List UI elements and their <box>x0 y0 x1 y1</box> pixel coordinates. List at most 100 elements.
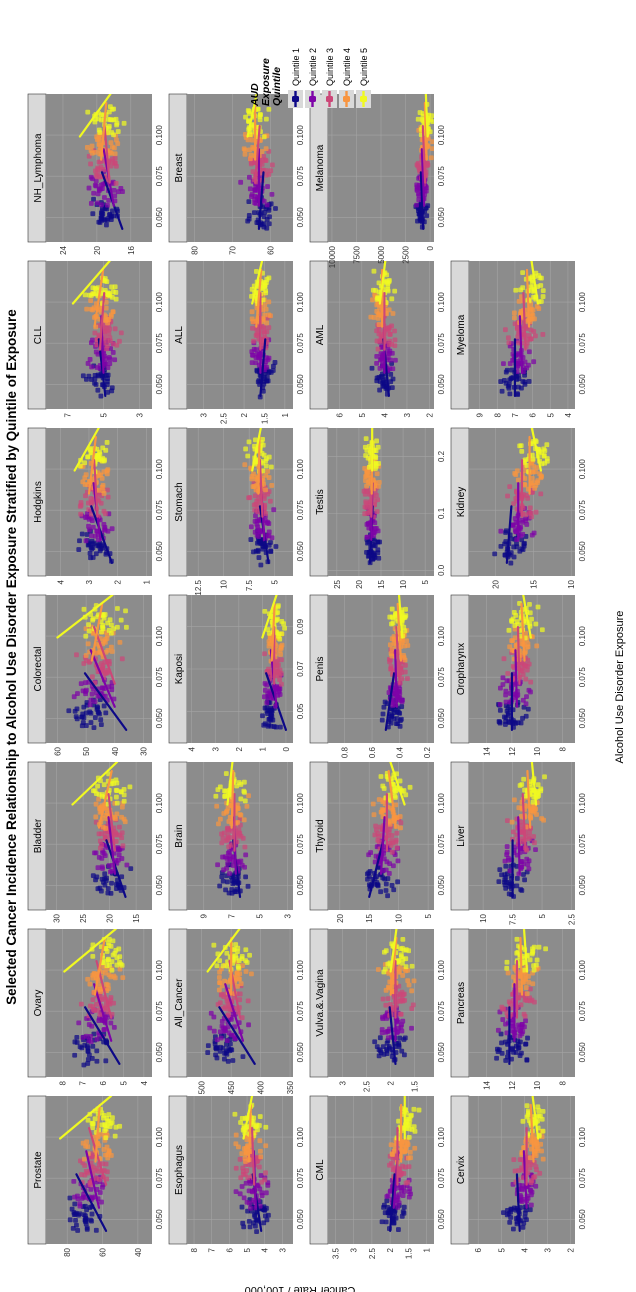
data-point <box>374 378 380 384</box>
point-layer <box>59 1096 123 1233</box>
x-tick-label: 0.075 <box>296 1001 305 1022</box>
data-point <box>92 380 97 386</box>
y-tick-label: 30 <box>53 913 62 922</box>
data-point <box>242 1155 248 1161</box>
data-point <box>279 657 284 663</box>
trend-line <box>226 762 234 806</box>
y-tick-label: 0.6 <box>368 746 377 758</box>
data-point <box>275 610 281 615</box>
data-point <box>84 306 90 312</box>
facet-title: Kaposi <box>174 654 185 685</box>
data-point <box>251 338 256 344</box>
data-point <box>519 829 524 835</box>
trend-line <box>388 1006 397 1065</box>
trend-line <box>522 1150 528 1209</box>
data-point <box>248 537 254 542</box>
data-point <box>264 374 270 380</box>
trend-line <box>63 929 117 973</box>
facet-title: Stomach <box>174 482 185 521</box>
data-point <box>272 360 278 365</box>
y-tick-label: 400 <box>257 1080 266 1094</box>
data-point <box>233 1189 239 1195</box>
data-point <box>379 1219 385 1225</box>
data-point <box>88 1033 93 1039</box>
data-point <box>78 1001 84 1007</box>
y-tick-label: 3 <box>403 412 412 417</box>
data-point <box>101 782 107 788</box>
data-point <box>263 359 269 364</box>
data-point <box>392 343 398 349</box>
data-point <box>249 137 255 143</box>
data-point <box>76 547 82 552</box>
data-point <box>538 786 544 792</box>
data-point <box>392 328 397 334</box>
data-point <box>260 319 266 324</box>
y-tick-label: 0.4 <box>396 746 405 758</box>
point-layer <box>496 595 545 731</box>
y-tick-label: 15 <box>529 579 538 588</box>
x-tick-label: 0.100 <box>155 125 164 146</box>
data-point <box>503 699 509 705</box>
data-point <box>258 1173 264 1178</box>
data-point <box>254 326 259 332</box>
data-point <box>526 834 531 840</box>
data-point <box>278 681 284 687</box>
x-tick-label: 0.100 <box>578 626 587 647</box>
data-point <box>508 1209 514 1215</box>
data-point <box>116 946 122 952</box>
data-point <box>252 200 258 206</box>
trend-line <box>94 1103 101 1163</box>
y-tick-label: 2.5 <box>363 1080 372 1092</box>
data-point <box>93 1227 99 1233</box>
data-point <box>90 211 96 217</box>
data-point <box>241 779 247 785</box>
data-point <box>504 1010 510 1016</box>
data-point <box>89 1211 95 1217</box>
data-point <box>385 280 391 286</box>
y-tick-label: 0.2 <box>423 746 432 758</box>
data-point <box>240 1171 246 1177</box>
data-point <box>502 541 508 547</box>
facet-title: Brain <box>174 824 185 847</box>
data-point <box>505 493 510 499</box>
data-point <box>500 682 506 687</box>
data-point <box>372 480 378 486</box>
data-point <box>111 626 116 632</box>
data-point <box>85 641 91 647</box>
data-point <box>109 683 115 689</box>
data-point <box>107 962 112 968</box>
data-point <box>531 963 536 969</box>
data-point <box>535 1104 541 1110</box>
data-point <box>88 450 94 456</box>
data-point <box>377 387 383 393</box>
x-tick-label: 0.075 <box>578 667 587 688</box>
facet-title: Hodgkins <box>33 481 44 523</box>
data-point <box>90 555 96 560</box>
data-point <box>121 120 127 126</box>
data-point <box>98 500 104 506</box>
data-point <box>246 213 252 218</box>
data-point <box>397 778 403 784</box>
data-point <box>372 498 378 504</box>
data-point <box>268 201 274 207</box>
data-point <box>519 782 525 787</box>
data-point <box>503 1039 508 1045</box>
data-point <box>100 445 106 451</box>
data-point <box>383 867 389 873</box>
trend-line <box>516 626 521 685</box>
data-point <box>412 1145 418 1151</box>
data-point <box>251 549 256 555</box>
data-point <box>496 719 502 724</box>
data-point <box>500 1017 506 1022</box>
data-point <box>96 710 101 715</box>
data-point <box>121 798 127 804</box>
data-point <box>79 1172 84 1177</box>
y-tick-label: 2.5 <box>220 412 229 424</box>
y-tick-label: 5 <box>256 913 265 918</box>
y-tick-label: 4 <box>261 1247 270 1252</box>
data-point <box>260 297 266 303</box>
